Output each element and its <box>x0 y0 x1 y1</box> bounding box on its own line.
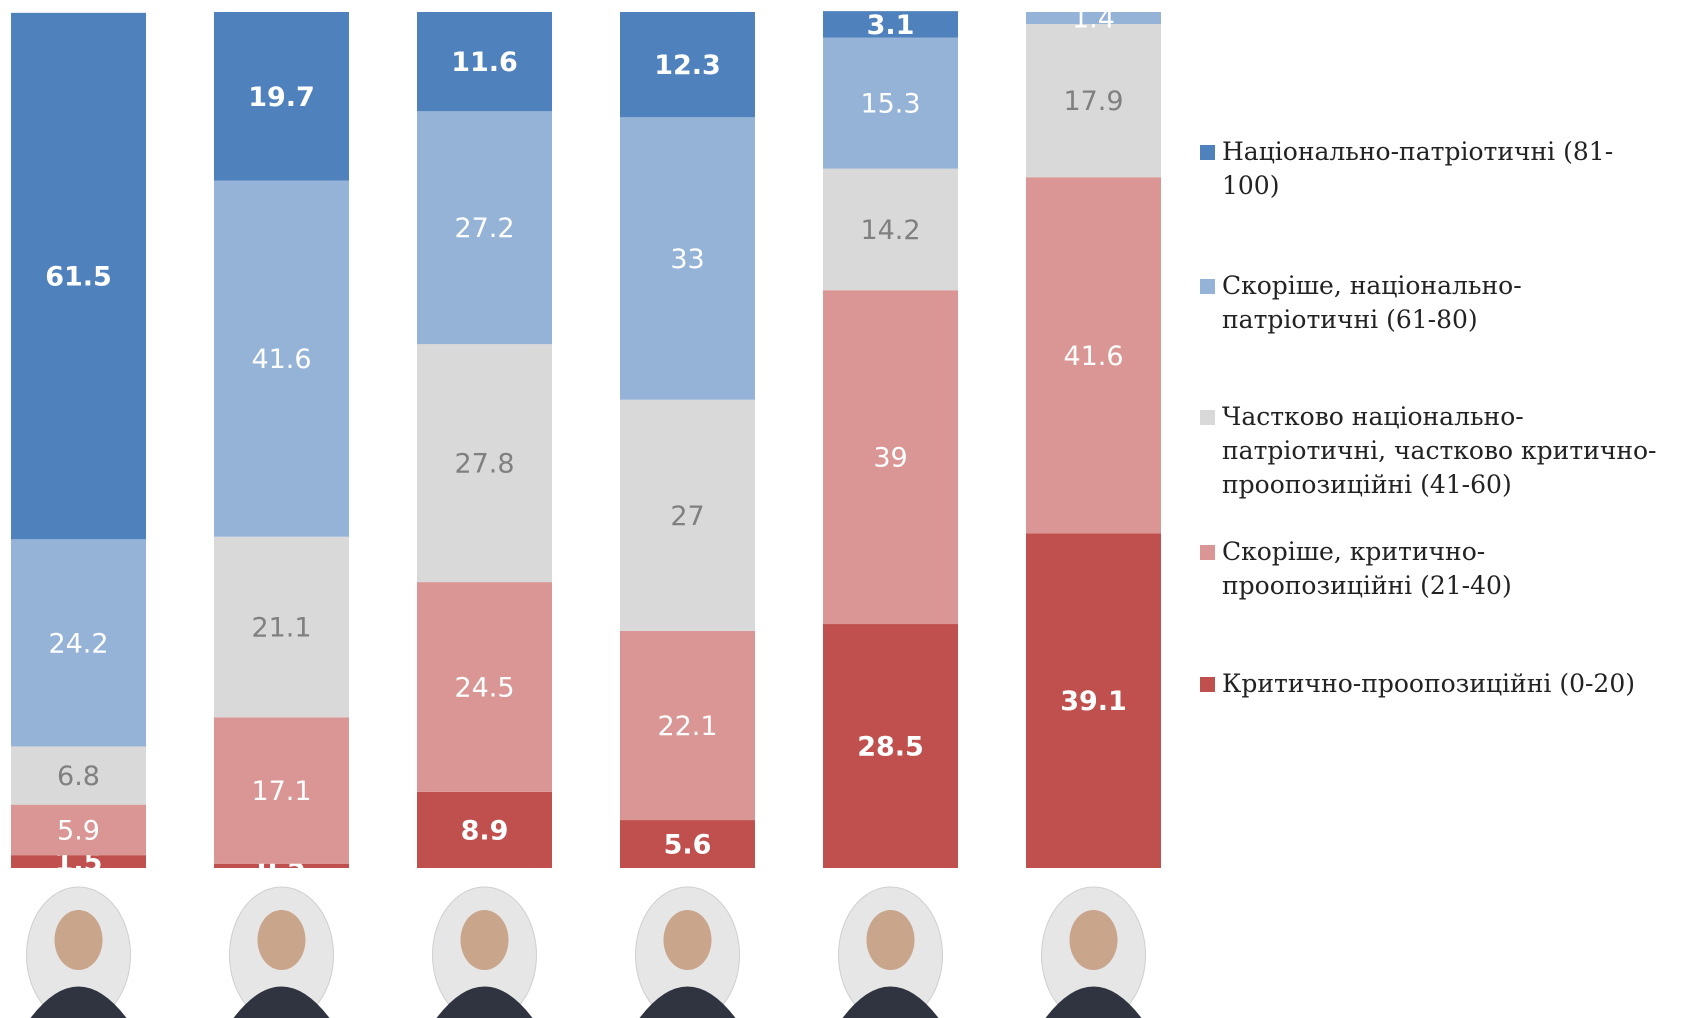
value-label: 14.2 <box>860 215 920 246</box>
value-label: 19.7 <box>248 82 315 113</box>
legend-swatch <box>1200 279 1215 294</box>
value-label: 41.6 <box>251 344 311 375</box>
legend-label: Частково національно-патріотичні, частко… <box>1222 402 1657 499</box>
legend-item: Скоріше, критично-проопозиційні (21-40) <box>1200 535 1670 603</box>
value-label: 5.9 <box>57 815 100 846</box>
legend-item: Скоріше, національно-патріотичні (61-80) <box>1200 269 1670 337</box>
portrait-head <box>55 910 103 970</box>
portrait-head <box>664 910 712 970</box>
legend-swatch <box>1200 545 1215 560</box>
legend-item: Частково національно-патріотичні, частко… <box>1200 400 1670 502</box>
legend-swatch <box>1200 145 1215 160</box>
chart-page: 1.55.96.824.261.50.517.121.141.619.78.92… <box>0 0 1687 1018</box>
value-label: 15.3 <box>860 89 920 120</box>
value-label: 27.8 <box>454 449 514 480</box>
value-label: 24.5 <box>454 672 514 703</box>
portrait <box>230 887 334 1018</box>
value-label: 27 <box>670 501 704 532</box>
legend-item: Критично-проопозиційні (0-20) <box>1200 667 1670 701</box>
value-label: 5.6 <box>664 830 712 861</box>
chart: 1.55.96.824.261.50.517.121.141.619.78.92… <box>0 0 1200 1018</box>
legend-label: Критично-проопозиційні (0-20) <box>1222 669 1635 698</box>
value-label: 12.3 <box>654 50 721 81</box>
legend-item: Національно-патріотичні (81-100) <box>1200 135 1670 203</box>
portrait-head <box>867 910 915 970</box>
portrait <box>1042 887 1146 1018</box>
portrait-head <box>1070 910 1118 970</box>
portrait <box>27 887 131 1018</box>
value-label: 39 <box>873 443 907 474</box>
legend-label: Національно-патріотичні (81-100) <box>1222 137 1613 200</box>
portrait <box>839 887 943 1018</box>
value-label: 11.6 <box>451 47 518 78</box>
portrait-head <box>461 910 509 970</box>
legend-label: Скоріше, національно-патріотичні (61-80) <box>1222 271 1522 334</box>
value-label: 27.2 <box>454 213 514 244</box>
portrait <box>636 887 740 1018</box>
value-label: 28.5 <box>857 732 924 763</box>
legend-swatch <box>1200 677 1215 692</box>
value-label: 24.2 <box>48 628 108 659</box>
value-label: 21.1 <box>251 613 311 644</box>
value-label: 17.9 <box>1063 86 1123 117</box>
value-label: 1.4 <box>1072 3 1115 34</box>
value-label: 33 <box>670 244 704 275</box>
value-label: 6.8 <box>57 761 100 792</box>
value-label: 3.1 <box>867 10 915 41</box>
value-label: 22.1 <box>657 711 717 742</box>
value-label: 41.6 <box>1063 341 1123 372</box>
value-label: 39.1 <box>1060 686 1127 717</box>
value-label: 17.1 <box>251 776 311 807</box>
value-label: 61.5 <box>45 262 112 293</box>
legend-label: Скоріше, критично-проопозиційні (21-40) <box>1222 537 1512 600</box>
value-label: 8.9 <box>461 815 509 846</box>
legend-swatch <box>1200 410 1215 425</box>
portrait <box>433 887 537 1018</box>
portrait-head <box>258 910 306 970</box>
